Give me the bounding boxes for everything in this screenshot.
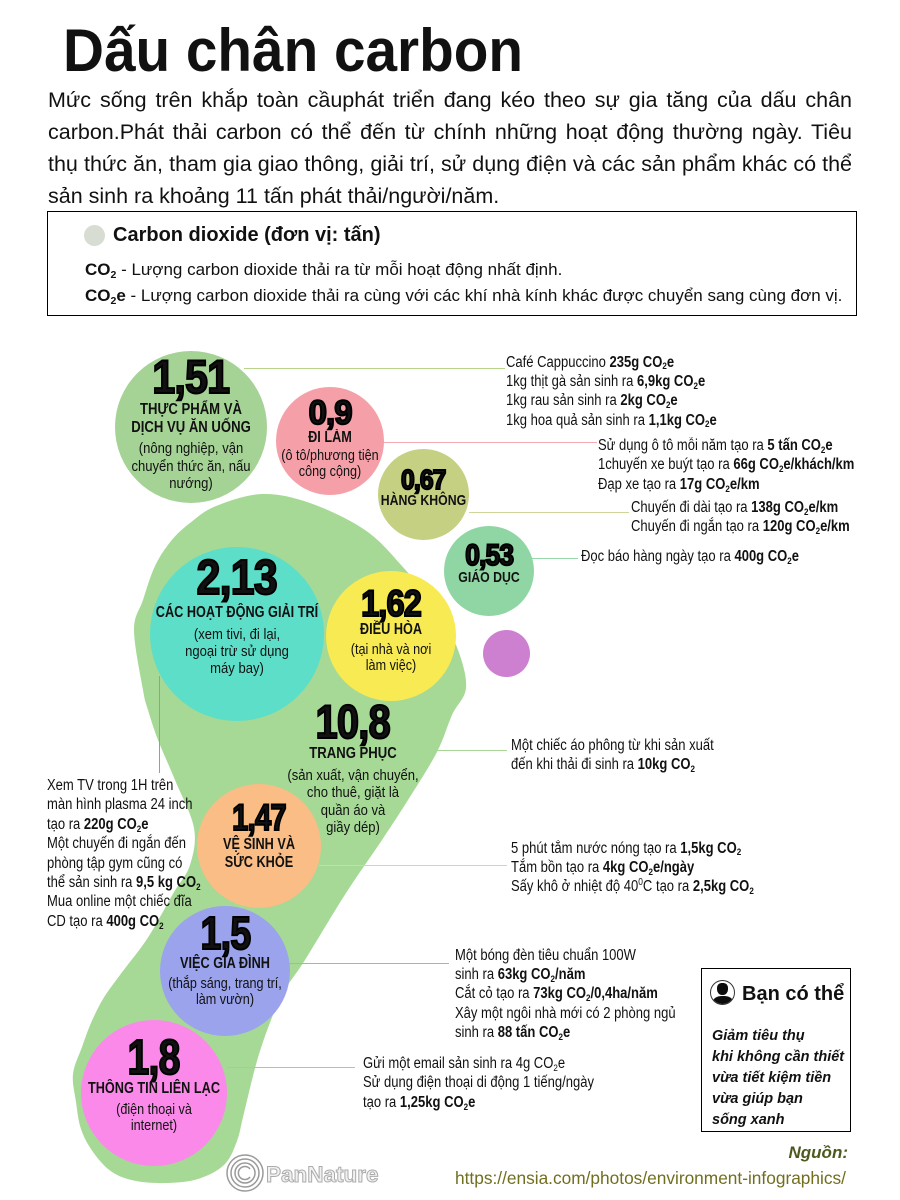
svg-text:PanNature: PanNature	[266, 1162, 379, 1187]
